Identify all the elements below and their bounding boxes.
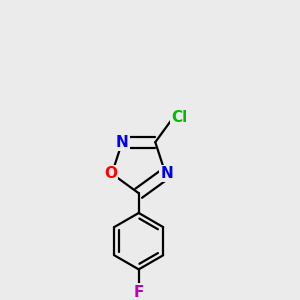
Text: O: O: [104, 166, 117, 181]
Text: N: N: [116, 135, 128, 150]
Text: F: F: [134, 285, 144, 300]
Text: Cl: Cl: [171, 110, 187, 125]
Text: N: N: [160, 166, 173, 181]
